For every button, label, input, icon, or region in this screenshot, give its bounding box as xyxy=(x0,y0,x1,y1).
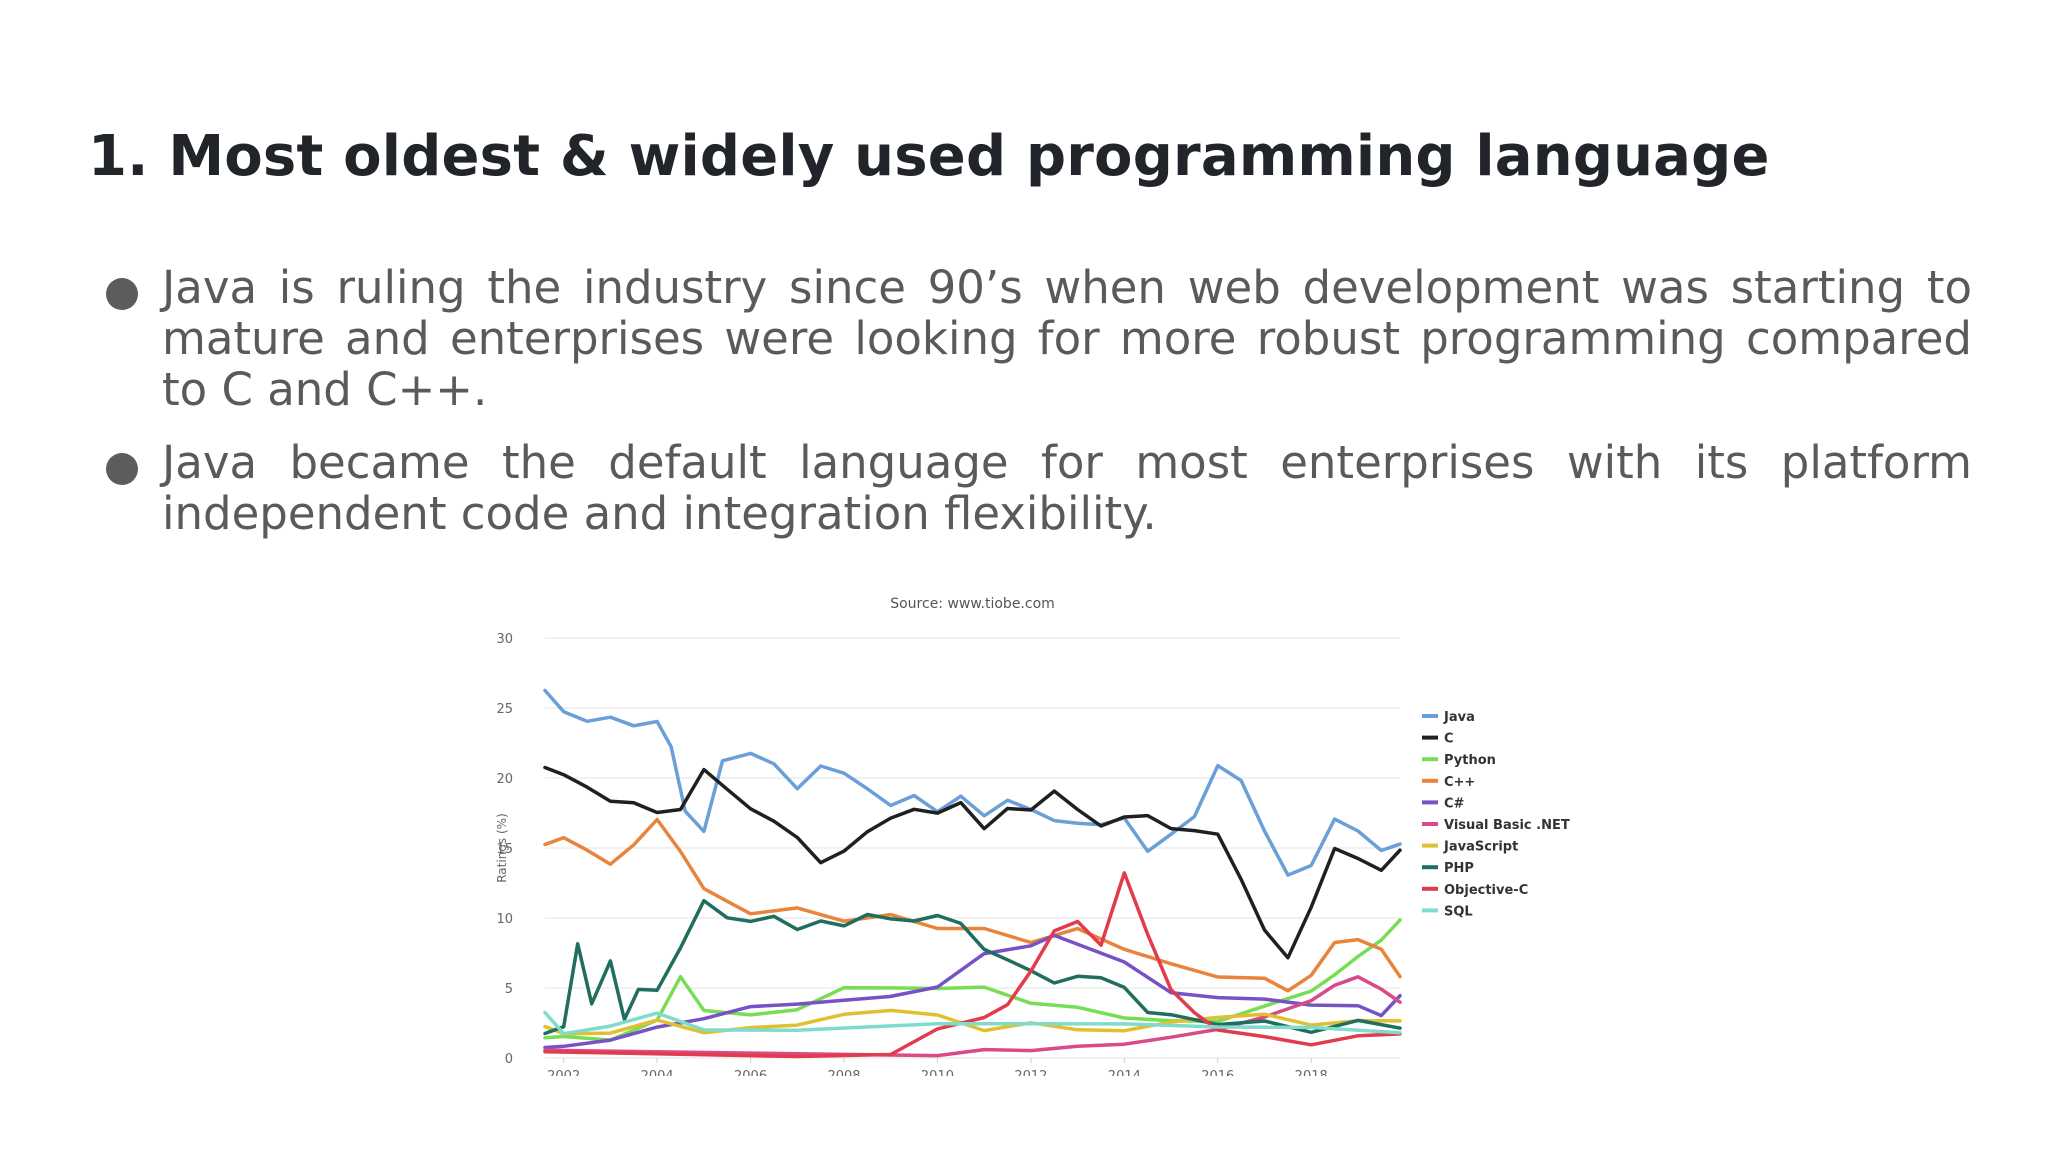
x-tick-label: 2002 xyxy=(547,1069,580,1076)
x-tick-label: 2010 xyxy=(921,1069,954,1076)
bullet-text: Java is ruling the industry since 90’s w… xyxy=(162,261,1972,416)
language-ratings-chart: Source: www.tiobe.com 0 5 10 15 20 25 30 2002 200… xyxy=(495,596,1570,1076)
bullet-item: Java became the default language for mos… xyxy=(104,437,1972,539)
x-tick-label: 2016 xyxy=(1201,1069,1234,1076)
legend-label: C xyxy=(1444,732,1454,747)
series-line-java xyxy=(543,688,1402,877)
legend-label: JavaScript xyxy=(1443,840,1518,855)
slide-title: 1. Most oldest & widely used programming… xyxy=(88,124,1770,189)
legend-label: C# xyxy=(1444,796,1465,811)
bullet-item: Java is ruling the industry since 90’s w… xyxy=(104,262,1972,415)
series-line-c- xyxy=(543,817,1402,993)
y-tick-label: 0 xyxy=(505,1052,513,1067)
series-line-python xyxy=(543,918,1402,1042)
legend-label: Objective-C xyxy=(1444,883,1528,898)
chart-title: Source: www.tiobe.com xyxy=(890,596,1055,612)
x-tick-label: 2018 xyxy=(1295,1069,1328,1076)
x-tick-label: 2008 xyxy=(827,1069,860,1076)
y-axis-label: Ratings (%) xyxy=(495,813,509,883)
legend-label: SQL xyxy=(1444,904,1473,919)
series-line-c xyxy=(543,765,1402,960)
bullet-dot-icon xyxy=(106,453,138,485)
y-tick-label: 10 xyxy=(496,912,513,927)
legend-label: C++ xyxy=(1444,775,1475,790)
x-tick-label: 2004 xyxy=(641,1069,674,1076)
bullet-dot-icon xyxy=(106,278,138,310)
bullet-text: Java became the default language for mos… xyxy=(162,436,1972,540)
bullet-list: Java is ruling the industry since 90’s w… xyxy=(104,262,1972,561)
series-line-visual-basic-net xyxy=(543,975,1402,1058)
x-tick-label: 2006 xyxy=(734,1069,767,1076)
legend-label: Java xyxy=(1443,710,1475,725)
series-line-php xyxy=(543,898,1402,1036)
series-line-sql xyxy=(543,1010,1402,1036)
legend-label: PHP xyxy=(1444,861,1474,876)
legend-label: Visual Basic .NET xyxy=(1444,818,1570,833)
y-tick-label: 20 xyxy=(496,772,513,787)
x-tick-label: 2012 xyxy=(1014,1069,1047,1076)
y-tick-label: 5 xyxy=(505,982,513,997)
series-line-objective-c xyxy=(543,871,1402,1059)
legend-label: Python xyxy=(1444,753,1496,768)
y-tick-label: 15 xyxy=(496,842,513,857)
y-tick-label: 30 xyxy=(496,632,513,647)
x-tick-label: 2014 xyxy=(1108,1069,1141,1076)
y-tick-label: 25 xyxy=(496,702,513,717)
